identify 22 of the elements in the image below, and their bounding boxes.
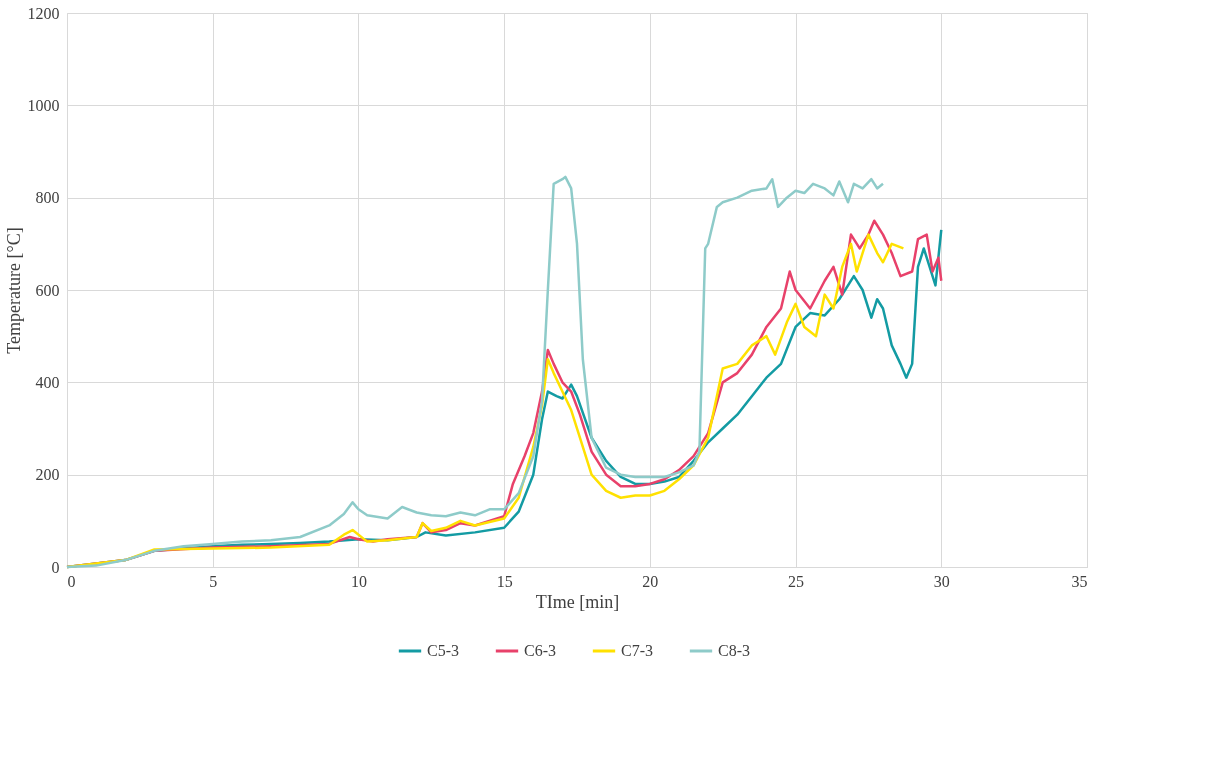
x-tick-label: 5: [209, 572, 218, 590]
x-tick-label: 10: [350, 572, 367, 590]
y-tick-label: 1200: [27, 4, 60, 22]
x-tick-label: 0: [67, 572, 76, 590]
legend-label: C5-3: [427, 642, 459, 659]
legend-label: C7-3: [621, 642, 653, 659]
x-axis-title: TIme [min]: [535, 591, 620, 612]
y-tick-label: 0: [51, 558, 60, 576]
y-axis-title: Temperature [°C]: [3, 227, 24, 354]
x-tick-label: 25: [788, 572, 805, 590]
y-tick-label: 1000: [27, 96, 60, 114]
y-tick-label: 200: [35, 466, 60, 484]
x-tick-label: 30: [933, 572, 950, 590]
legend-label: C6-3: [524, 642, 556, 659]
line-series: [65, 175, 885, 569]
y-tick-label: 600: [35, 281, 60, 299]
x-tick-label: 15: [496, 572, 513, 590]
y-tick-label: 400: [35, 373, 60, 391]
x-tick-label: 20: [642, 572, 659, 590]
legend-label: C8-3: [718, 642, 750, 659]
y-tick-label: 800: [35, 189, 60, 207]
x-tick-label: 35: [1071, 572, 1088, 590]
